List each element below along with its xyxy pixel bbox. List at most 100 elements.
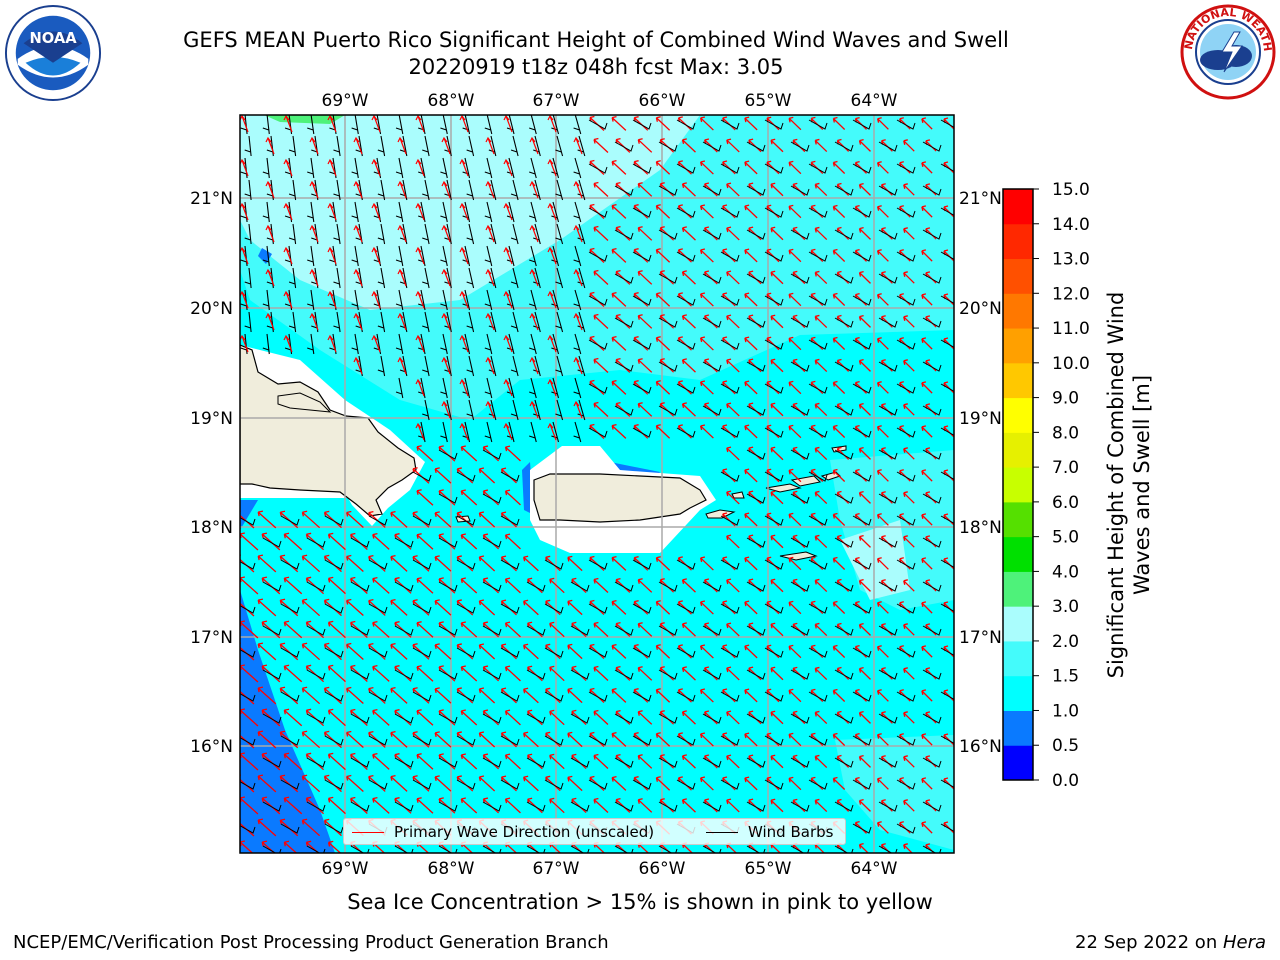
wind-barb bbox=[262, 801, 282, 812]
wind-barb bbox=[878, 713, 898, 724]
wind-barb bbox=[422, 135, 430, 157]
wave-arrow bbox=[441, 224, 451, 243]
wave-arrow bbox=[655, 336, 671, 351]
wind-barb bbox=[940, 603, 954, 612]
wind-barb bbox=[306, 625, 326, 636]
wind-barb bbox=[746, 317, 766, 328]
wind-barb bbox=[702, 317, 722, 328]
wind-barb bbox=[658, 141, 678, 152]
wind-barb bbox=[506, 157, 515, 179]
wind-barb bbox=[306, 537, 326, 548]
wave-arrow bbox=[814, 270, 828, 285]
wind-barb bbox=[280, 735, 300, 746]
wave-arrow bbox=[726, 622, 740, 637]
wind-barb bbox=[834, 141, 854, 152]
wind-barb bbox=[702, 669, 722, 680]
lat-label: 16°N bbox=[959, 737, 1002, 757]
wave-arrow bbox=[441, 180, 451, 199]
wave-arrow bbox=[573, 224, 583, 243]
wave-arrow bbox=[637, 798, 653, 813]
wave-arrow bbox=[593, 225, 609, 241]
wave-arrow bbox=[788, 776, 802, 791]
wind-barb bbox=[746, 845, 766, 853]
wind-barb bbox=[896, 251, 916, 262]
lon-labels-top: 69°W 68°W 67°W 66°W 65°W 64°W bbox=[322, 91, 898, 111]
wind-barb bbox=[368, 515, 388, 526]
wind-barb bbox=[808, 207, 828, 218]
wind-barb bbox=[614, 625, 634, 636]
wind-barb bbox=[262, 157, 270, 179]
wave-arrow bbox=[655, 424, 671, 439]
wave-arrow bbox=[504, 621, 521, 638]
wind-barb bbox=[922, 273, 942, 284]
wind-barb bbox=[333, 267, 341, 289]
wave-arrow bbox=[459, 158, 469, 177]
wave-arrow bbox=[814, 138, 828, 153]
wave-arrow bbox=[637, 622, 653, 637]
wave-arrow bbox=[832, 248, 846, 262]
wind-barb bbox=[526, 757, 546, 768]
wave-arrow bbox=[459, 334, 469, 353]
wave-arrow bbox=[478, 775, 496, 792]
wind-barb bbox=[834, 669, 854, 680]
colorbar-segment bbox=[1003, 501, 1033, 538]
wind-barb bbox=[262, 333, 270, 355]
wind-barb bbox=[658, 273, 678, 284]
wave-arrow bbox=[788, 556, 802, 571]
wave-arrow bbox=[503, 202, 513, 221]
wave-arrow bbox=[655, 160, 671, 175]
wind-barb bbox=[790, 449, 810, 460]
wind-barb bbox=[632, 295, 652, 306]
wind-barb bbox=[764, 603, 784, 614]
wind-barb bbox=[720, 779, 740, 790]
wave-arrow bbox=[699, 688, 714, 703]
wave-arrow bbox=[547, 158, 557, 177]
wind-barb bbox=[720, 207, 740, 218]
wave-arrow bbox=[744, 116, 758, 131]
wind-barb bbox=[676, 559, 696, 570]
legend-label: Primary Wave Direction (unscaled) bbox=[394, 823, 655, 841]
wave-arrow bbox=[876, 249, 889, 262]
wind-barb bbox=[573, 115, 582, 135]
wind-barb bbox=[896, 779, 916, 790]
wind-barb bbox=[240, 115, 248, 135]
wind-barb bbox=[262, 757, 282, 768]
colorbar-tick-label: 0.0 bbox=[1052, 771, 1079, 791]
wind-barb bbox=[240, 825, 256, 834]
wave-arrow bbox=[459, 378, 469, 397]
wave-arrow bbox=[390, 775, 408, 792]
wind-barb bbox=[466, 135, 475, 157]
wind-barb bbox=[529, 157, 537, 179]
wind-barb bbox=[377, 355, 386, 377]
wind-barb bbox=[280, 647, 300, 658]
wind-barb bbox=[240, 561, 256, 570]
wind-barb bbox=[484, 157, 493, 179]
land-st-croix bbox=[779, 551, 818, 561]
wind-barb bbox=[466, 267, 475, 289]
wave-arrow bbox=[770, 182, 784, 197]
wave-arrow bbox=[903, 403, 915, 416]
wind-barb bbox=[484, 245, 493, 267]
wind-barb bbox=[896, 207, 916, 218]
wind-barb bbox=[940, 515, 954, 524]
wind-barb bbox=[333, 179, 341, 201]
wind-barb bbox=[394, 581, 414, 592]
wave-arrow bbox=[309, 268, 319, 287]
wind-barb bbox=[720, 295, 740, 306]
colorbar-segment bbox=[1003, 710, 1033, 746]
wave-arrow bbox=[504, 709, 521, 726]
wind-barb bbox=[746, 185, 766, 196]
wave-arrow bbox=[485, 268, 495, 287]
wind-barb bbox=[500, 603, 520, 614]
wave-arrow bbox=[459, 115, 469, 133]
wind-barb bbox=[456, 471, 476, 482]
wave-arrow bbox=[257, 598, 277, 617]
wind-barb bbox=[940, 339, 954, 348]
wave-arrow bbox=[921, 733, 933, 746]
wind-barb bbox=[834, 361, 854, 372]
wave-arrow bbox=[726, 182, 740, 197]
wave-arrow bbox=[416, 709, 434, 726]
wind-barb bbox=[306, 845, 326, 853]
wind-barb bbox=[764, 339, 784, 350]
wind-barb bbox=[262, 669, 282, 680]
